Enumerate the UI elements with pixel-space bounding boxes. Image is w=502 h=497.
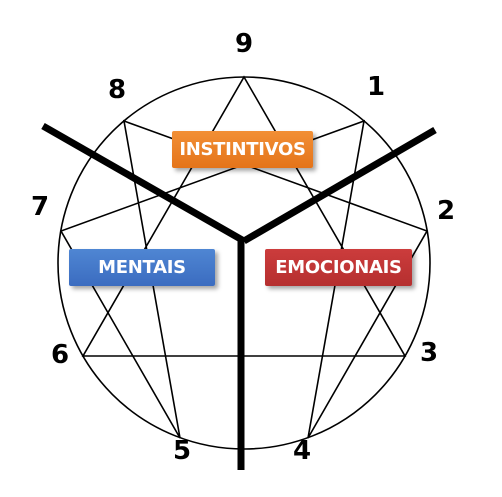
point-label-1: 1 bbox=[367, 72, 385, 102]
point-label-9: 9 bbox=[235, 29, 253, 59]
hexad-1-4-2-8-5-7 bbox=[59, 119, 429, 439]
divider-right bbox=[242, 126, 437, 245]
point-label-6: 6 bbox=[51, 340, 69, 370]
group-label-emocionais: EMOCIONAIS bbox=[265, 249, 412, 286]
point-label-3: 3 bbox=[420, 338, 438, 368]
point-label-7: 7 bbox=[31, 192, 49, 222]
point-label-4: 4 bbox=[293, 436, 311, 466]
divider-left bbox=[41, 122, 246, 245]
group-label-instintivos: INSTINTIVOS bbox=[172, 131, 313, 168]
point-label-2: 2 bbox=[437, 196, 455, 226]
point-label-8: 8 bbox=[108, 75, 126, 105]
group-label-mentais: MENTAIS bbox=[69, 249, 215, 286]
point-label-5: 5 bbox=[173, 436, 191, 466]
